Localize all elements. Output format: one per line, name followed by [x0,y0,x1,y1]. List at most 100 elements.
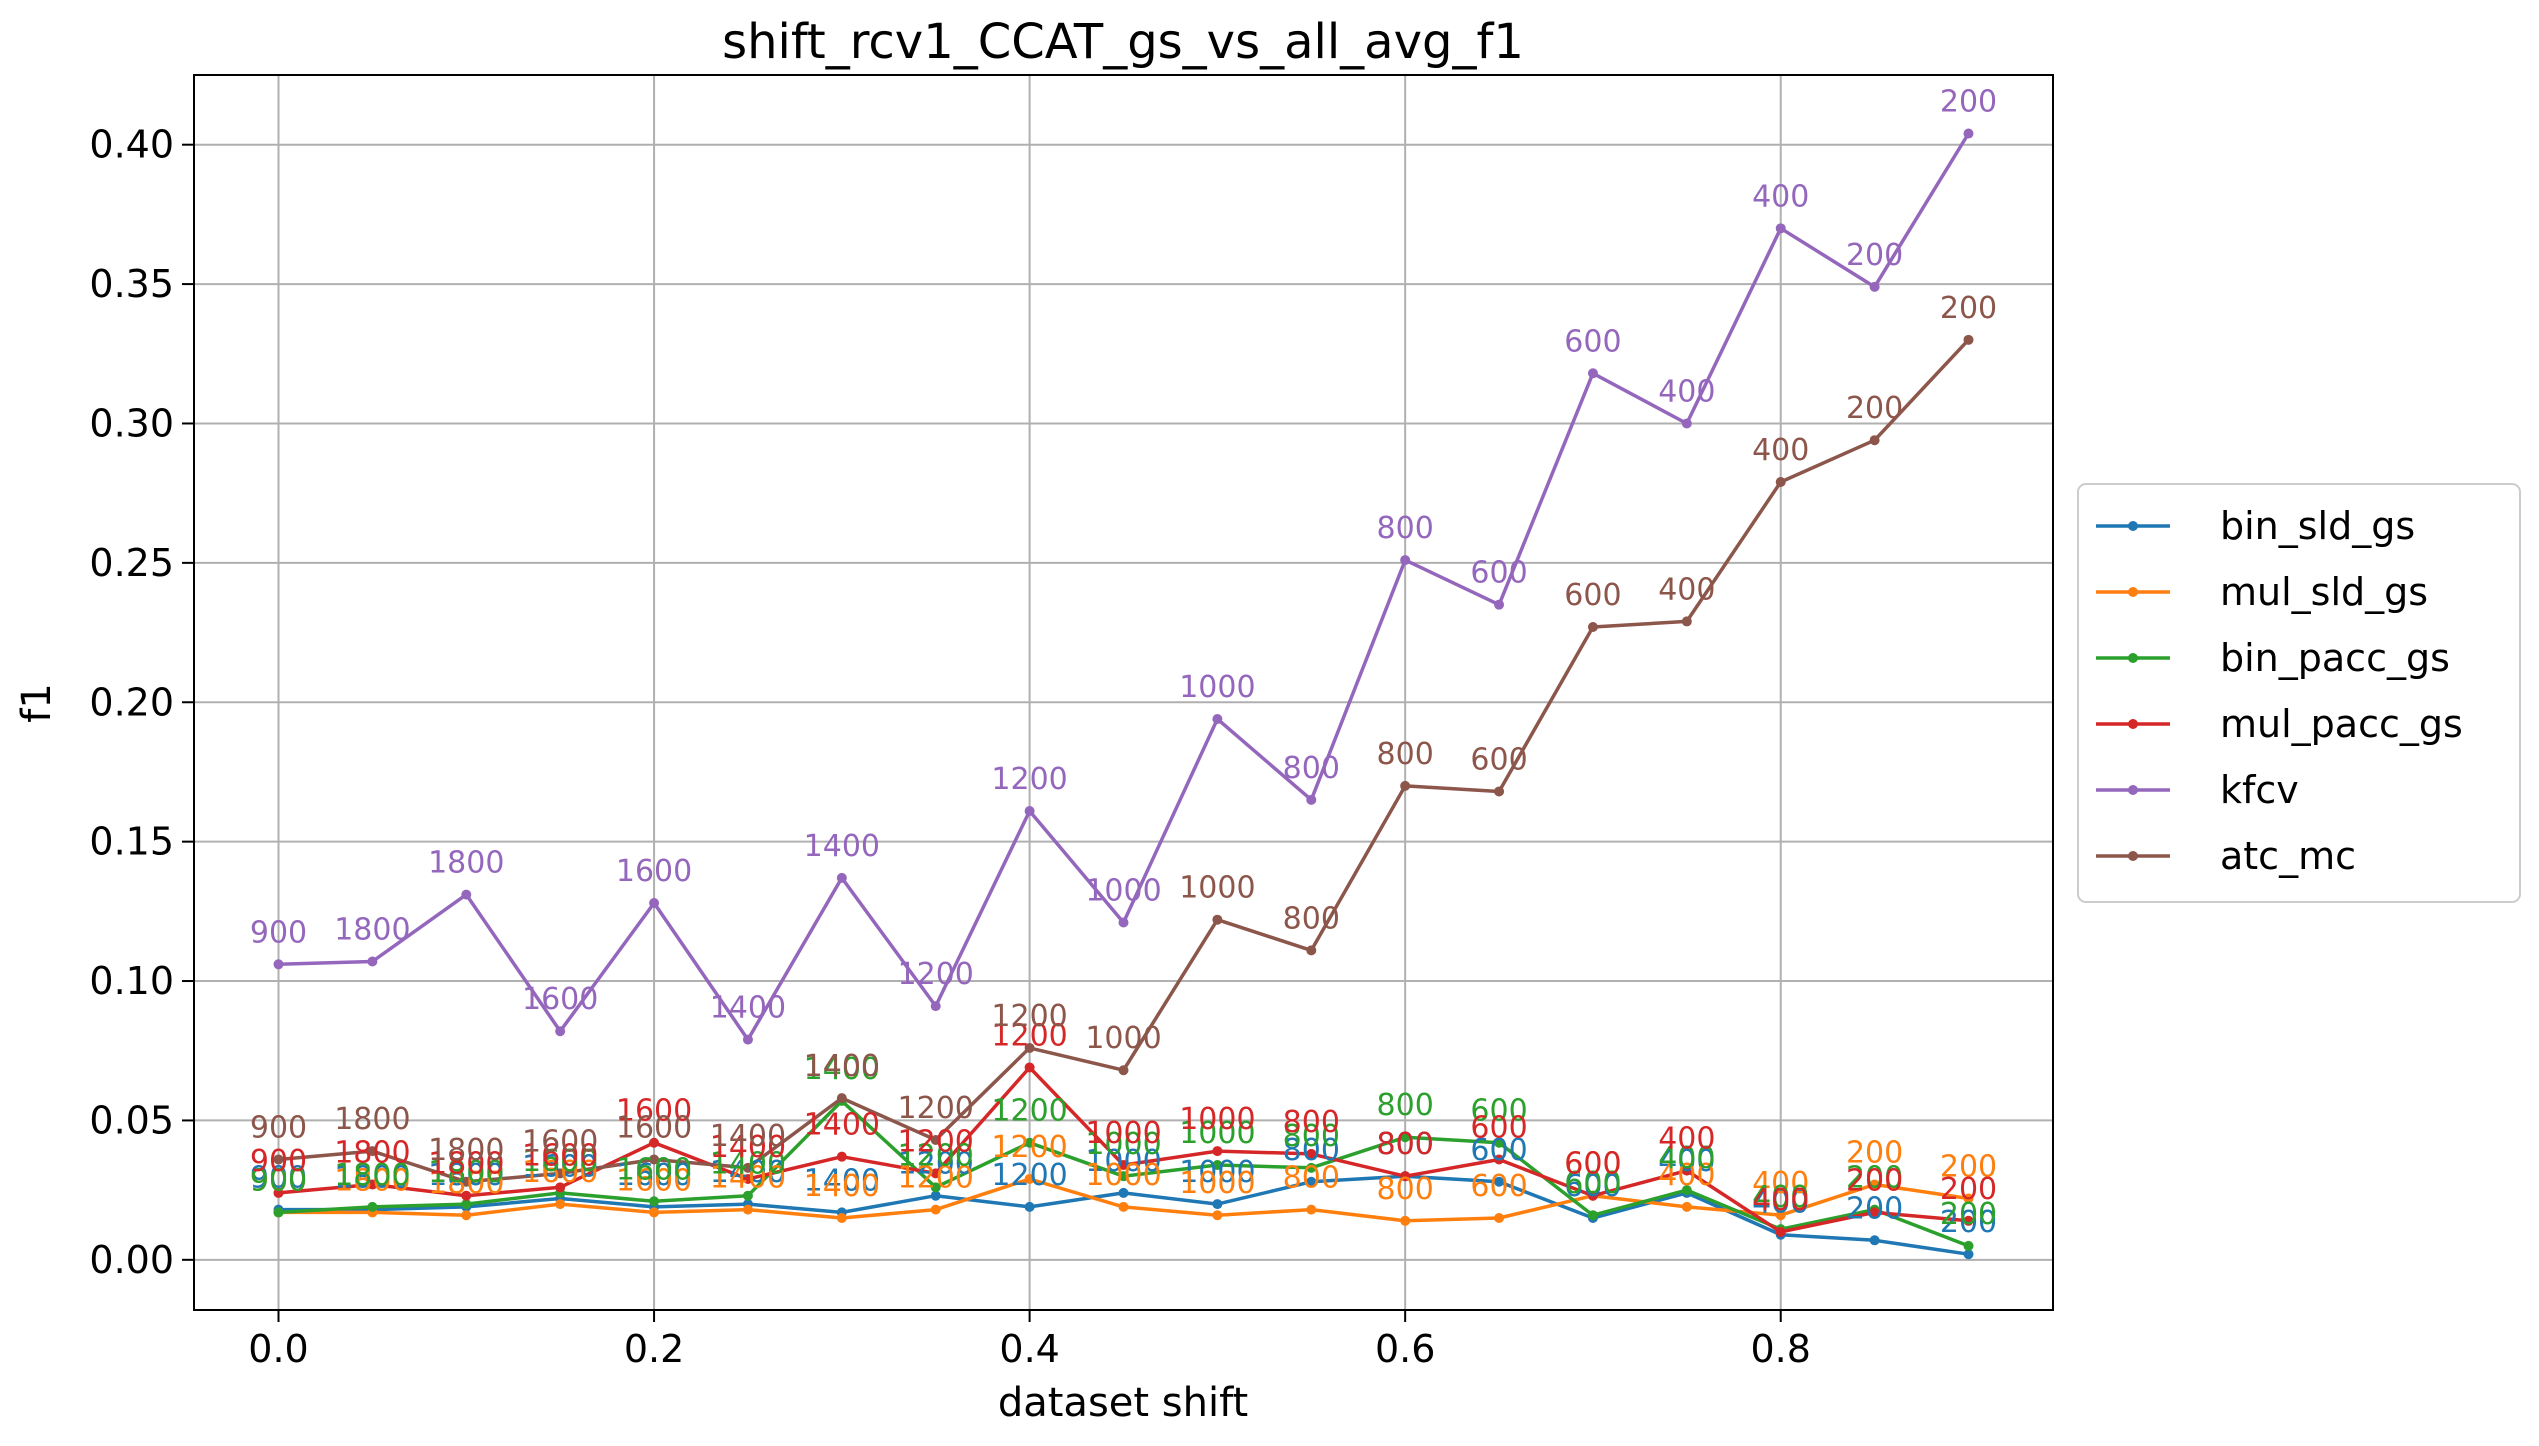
data-point [1869,1235,1880,1246]
data-point [1024,1201,1035,1212]
data-label: 1800 [428,1133,504,1168]
legend-item: atc_mc [2096,834,2356,878]
data-point [1494,1176,1505,1187]
y-tick-label: 0.05 [89,1098,174,1142]
data-label: 600 [1470,1169,1527,1204]
data-label: 1400 [804,1163,880,1198]
data-label: 400 [1752,433,1809,468]
data-label: 1000 [1179,1102,1255,1137]
data-label: 900 [250,1110,307,1145]
data-label: 1800 [334,1158,410,1193]
data-point [742,1190,753,1201]
data-point [930,1182,941,1193]
data-label: 400 [1752,1166,1809,1201]
axis-ticks: 0.0 0.2 0.4 0.6 0.8 0.00 0.05 0.10 0.15 0.20 0.25 0… [89,123,1811,1371]
data-label: 800 [1283,1119,1340,1154]
data-label: 600 [1470,556,1527,591]
data-label: 1800 [334,1163,410,1198]
data-point [930,1204,941,1215]
data-point [1869,281,1880,292]
data-label: 200 [1940,85,1997,120]
data-label: 1200 [991,1158,1067,1193]
data-point [1212,713,1223,724]
data-label: 600 [1470,1133,1527,1168]
data-label: 900 [250,915,307,950]
grid [194,75,2053,1310]
data-label: 1800 [334,1102,410,1137]
data-point [273,1154,284,1165]
data-point [1587,621,1598,632]
x-tick-label: 0.4 [999,1327,1059,1371]
data-point [367,956,378,967]
data-label: 1000 [1085,1158,1161,1193]
data-label: 200 [1940,1149,1997,1184]
data-label: 900 [250,1144,307,1179]
data-point [555,1168,566,1179]
data-label: 800 [1377,1127,1434,1162]
data-point [1775,1226,1786,1237]
data-label: 1600 [616,1152,692,1187]
data-label: 600 [1564,324,1621,359]
data-label: 1800 [428,1147,504,1182]
data-point [1963,1193,1974,1204]
data-label: 1200 [991,1130,1067,1165]
data-label: 1400 [710,991,786,1026]
data-point [649,897,660,908]
data-label: 200 [1846,1136,1903,1171]
data-label: 1200 [898,1147,974,1182]
y-tick-label: 0.25 [89,541,174,585]
data-label: 600 [1564,578,1621,613]
legend: bin_sld_gs mul_sld_gs bin_pacc_gs mul_pacc_… [2077,483,2521,903]
data-label: 800 [1377,1088,1434,1123]
data-point [930,1190,941,1201]
legend-label: kfcv [2220,768,2299,812]
legend-box [2077,483,2521,903]
legend-item: mul_sld_gs [2096,570,2428,614]
data-label: 1800 [428,1158,504,1193]
data-label: 1800 [334,1136,410,1171]
y-tick-label: 0.35 [89,262,174,306]
data-label: 400 [1752,1183,1809,1218]
data-label: 1000 [1179,1116,1255,1151]
data-point [836,872,847,883]
data-point [1024,1042,1035,1053]
y-tick-label: 0.10 [89,959,174,1003]
data-point [1212,1160,1223,1171]
data-label: 800 [1377,737,1434,772]
x-tick-label: 0.6 [1375,1327,1435,1371]
data-label: 600 [1564,1147,1621,1182]
data-point [1024,1062,1035,1073]
data-label: 1600 [616,1158,692,1193]
data-point [649,1137,660,1148]
data-point [1400,555,1411,566]
data-label: 1200 [898,1091,974,1126]
data-point [367,1201,378,1212]
data-point [1118,917,1129,928]
series-bin-pacc-gs [273,1095,1974,1251]
data-label: 200 [1846,1191,1903,1226]
data-point [649,1154,660,1165]
data-point [555,1026,566,1037]
data-label: 800 [1283,1105,1340,1140]
data-point [649,1207,660,1218]
data-label: 600 [1564,1166,1621,1201]
x-tick-label: 0.8 [1751,1327,1811,1371]
data-point [1306,794,1317,805]
data-label: 600 [1564,1169,1621,1204]
data-label: 1200 [898,957,974,992]
data-label: 1400 [710,1119,786,1154]
data-label: 800 [1377,1127,1434,1162]
data-point [1400,1132,1411,1143]
data-label: 1600 [616,854,692,889]
data-label: 200 [1940,291,1997,326]
data-label: 1000 [1179,871,1255,906]
data-point [1212,914,1223,925]
legend-item: kfcv [2096,768,2299,812]
data-label: 800 [1283,1161,1340,1196]
data-label: 1600 [522,1124,598,1159]
data-label: 1400 [804,1052,880,1087]
data-point [1306,1162,1317,1173]
data-label: 1200 [898,1138,974,1173]
data-label: 800 [1283,751,1340,786]
data-point [1400,1171,1411,1182]
